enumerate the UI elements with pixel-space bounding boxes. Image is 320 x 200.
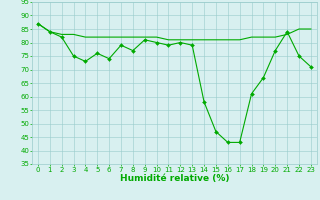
- X-axis label: Humidité relative (%): Humidité relative (%): [120, 174, 229, 183]
